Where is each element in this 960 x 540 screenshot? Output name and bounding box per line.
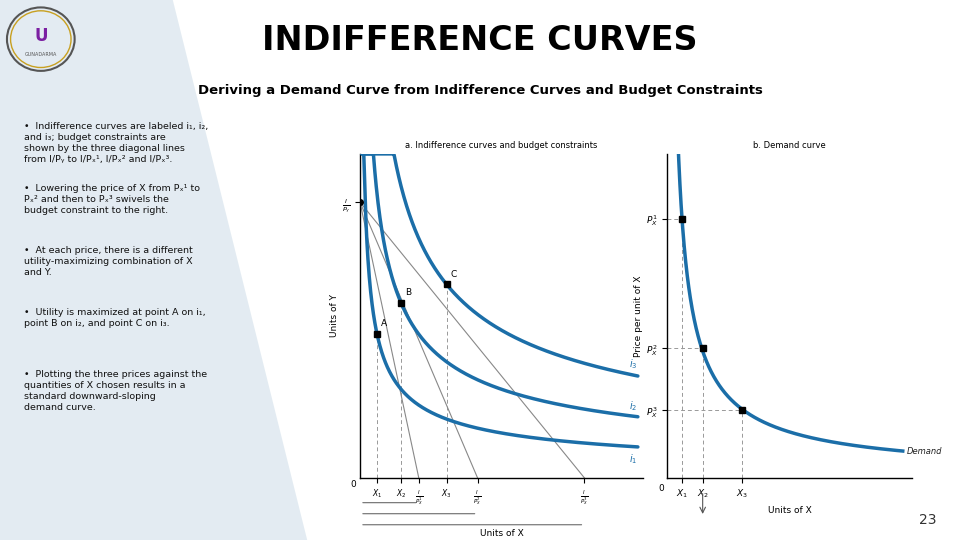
Text: A: A bbox=[381, 319, 387, 328]
Text: •  At each price, there is a different
utility-maximizing combination of X
and Y: • At each price, there is a different ut… bbox=[24, 246, 193, 277]
Text: C: C bbox=[451, 270, 457, 279]
Text: $i_2$: $i_2$ bbox=[630, 399, 637, 413]
Title: a. Indifference curves and budget constraints: a. Indifference curves and budget constr… bbox=[405, 141, 598, 150]
Polygon shape bbox=[0, 0, 307, 540]
Y-axis label: Price per unit of X: Price per unit of X bbox=[634, 275, 643, 356]
Title: b. Demand curve: b. Demand curve bbox=[754, 141, 826, 150]
Text: •  Indifference curves are labeled i₁, i₂,
and i₃; budget constraints are
shown : • Indifference curves are labeled i₁, i₂… bbox=[24, 122, 208, 164]
Text: 23: 23 bbox=[919, 512, 936, 526]
Y-axis label: Units of Y: Units of Y bbox=[329, 294, 339, 338]
Text: GUNADARMA: GUNADARMA bbox=[25, 51, 57, 57]
Text: •  Utility is maximized at point A on i₁,
point B on i₂, and point C on i₃.: • Utility is maximized at point A on i₁,… bbox=[24, 308, 205, 328]
Text: $i_3$: $i_3$ bbox=[630, 357, 637, 372]
X-axis label: Units of X: Units of X bbox=[768, 505, 811, 515]
Text: Deriving a Demand Curve from Indifference Curves and Budget Constraints: Deriving a Demand Curve from Indifferenc… bbox=[198, 84, 762, 97]
Text: $i_1$: $i_1$ bbox=[630, 452, 637, 465]
Text: •  Lowering the price of X from Pₓ¹ to
Pₓ² and then to Pₓ³ swivels the
budget co: • Lowering the price of X from Pₓ¹ to Pₓ… bbox=[24, 184, 200, 215]
Text: B: B bbox=[405, 288, 412, 298]
Text: 0: 0 bbox=[350, 480, 356, 489]
Text: Demand: Demand bbox=[906, 447, 942, 456]
Text: 0: 0 bbox=[659, 484, 664, 493]
X-axis label: Units of X: Units of X bbox=[480, 529, 523, 538]
Text: U: U bbox=[34, 27, 48, 45]
Text: INDIFFERENCE CURVES: INDIFFERENCE CURVES bbox=[262, 24, 698, 57]
Text: •  Plotting the three prices against the
quantities of X chosen results in a
sta: • Plotting the three prices against the … bbox=[24, 370, 207, 412]
